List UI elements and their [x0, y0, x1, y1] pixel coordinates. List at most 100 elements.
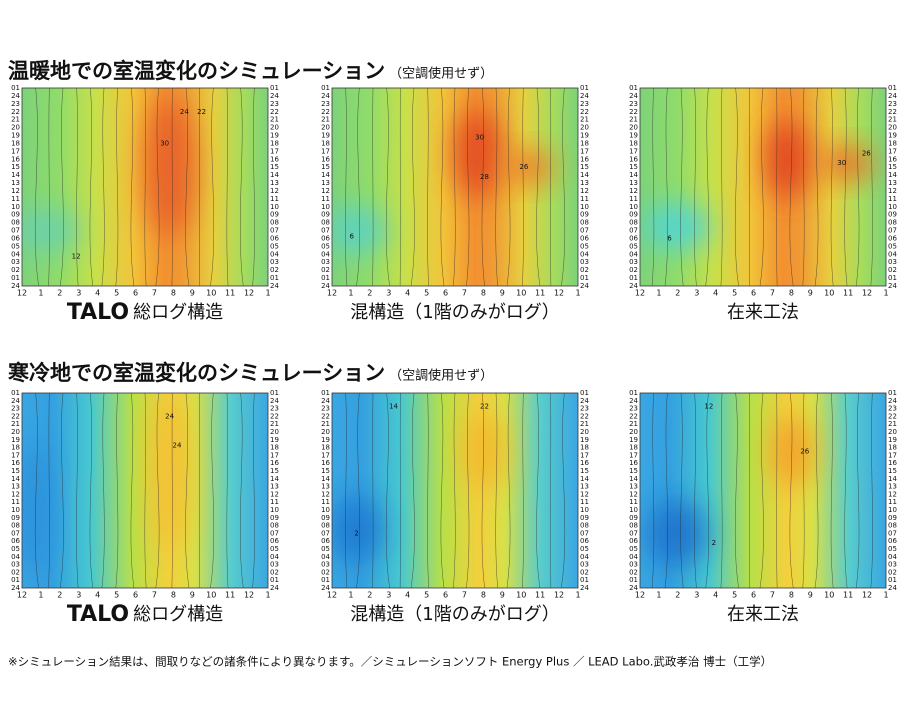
- y-tick-label: 15: [580, 163, 589, 171]
- y-tick-label: 24: [888, 584, 897, 592]
- contour-label: 24: [165, 412, 174, 420]
- y-tick-label: 10: [270, 203, 279, 211]
- y-tick-label: 01: [321, 274, 330, 282]
- y-tick-label: 15: [580, 467, 589, 475]
- y-tick-label: 01: [888, 274, 897, 282]
- y-tick-label: 03: [321, 561, 330, 569]
- contour-label: 26: [862, 149, 871, 157]
- plot-spot: [766, 119, 810, 199]
- panel-name: 在来工法: [727, 604, 799, 625]
- y-tick-label: 13: [321, 483, 330, 491]
- contour-label: 6: [667, 234, 672, 242]
- x-tick-label: 8: [789, 289, 794, 298]
- plot-spot: [503, 149, 555, 185]
- y-tick-label: 10: [629, 203, 638, 211]
- y-tick-label: 20: [270, 428, 279, 436]
- y-tick-label: 21: [580, 116, 589, 124]
- y-tick-label: 16: [11, 459, 20, 467]
- contour-plot: [331, 393, 578, 588]
- y-tick-label: 02: [888, 568, 897, 576]
- y-tick-label: 07: [11, 529, 20, 537]
- contour-label: 24: [173, 442, 182, 450]
- y-tick-label: 15: [11, 163, 20, 171]
- x-tick-label: 1: [575, 591, 580, 600]
- x-tick-label: 1: [575, 289, 580, 298]
- contour-label: 26: [519, 163, 528, 171]
- y-tick-label: 14: [580, 171, 589, 179]
- y-tick-label: 20: [11, 124, 20, 132]
- y-tick-label: 05: [629, 242, 638, 250]
- y-tick-label: 11: [629, 195, 638, 203]
- y-tick-label: 07: [321, 227, 330, 235]
- y-tick-label: 11: [888, 195, 897, 203]
- y-tick-label: 16: [629, 155, 638, 163]
- y-tick-label: 19: [270, 132, 279, 140]
- y-tick-label: 02: [629, 568, 638, 576]
- x-tick-label: 1: [265, 289, 270, 298]
- y-tick-label: 22: [321, 108, 330, 116]
- x-tick-label: 2: [675, 591, 680, 600]
- x-tick-label: 10: [824, 591, 834, 600]
- y-tick-label: 24: [321, 397, 330, 405]
- y-tick-label: 20: [629, 428, 638, 436]
- y-tick-label: 15: [270, 163, 279, 171]
- y-tick-label: 07: [580, 227, 589, 235]
- y-tick-label: 12: [888, 187, 897, 195]
- x-tick-label: 1: [656, 289, 661, 298]
- y-tick-label: 02: [11, 568, 20, 576]
- x-tick-label: 1: [883, 591, 888, 600]
- y-tick-label: 12: [629, 187, 638, 195]
- y-tick-label: 18: [321, 444, 330, 452]
- contour-plot: [640, 88, 886, 286]
- x-tick-label: 6: [443, 591, 448, 600]
- y-tick-label: 23: [629, 405, 638, 413]
- y-tick-label: 20: [321, 428, 330, 436]
- y-tick-label: 19: [321, 436, 330, 444]
- y-tick-label: 03: [580, 561, 589, 569]
- y-tick-label: 01: [11, 389, 20, 397]
- plot-spot: [647, 499, 707, 567]
- y-tick-label: 20: [629, 124, 638, 132]
- y-tick-label: 10: [629, 506, 638, 514]
- y-tick-label: 21: [888, 116, 897, 124]
- x-tick-label: 11: [535, 591, 545, 600]
- y-tick-label: 10: [888, 506, 897, 514]
- contour-label: 30: [160, 139, 169, 147]
- footnote: ※シミュレーション結果は、間取りなどの諸条件により異なります。／シミュレーション…: [8, 655, 772, 669]
- x-tick-label: 5: [424, 591, 429, 600]
- y-tick-label: 06: [580, 234, 589, 242]
- y-tick-label: 02: [321, 568, 330, 576]
- y-tick-label: 08: [270, 522, 279, 530]
- contour-plot: [13, 88, 268, 286]
- contour-plot: [16, 391, 268, 588]
- x-tick-label: 12: [862, 289, 872, 298]
- y-tick-label: 23: [270, 100, 279, 108]
- y-tick-label: 15: [629, 163, 638, 171]
- y-tick-label: 20: [580, 124, 589, 132]
- y-tick-label: 18: [580, 444, 589, 452]
- y-tick-label: 05: [321, 242, 330, 250]
- y-tick-label: 11: [11, 498, 20, 506]
- x-tick-label: 1: [883, 289, 888, 298]
- y-tick-label: 03: [629, 561, 638, 569]
- x-tick-label: 4: [405, 591, 410, 600]
- y-tick-label: 05: [11, 545, 20, 553]
- x-tick-label: 1: [265, 591, 270, 600]
- y-tick-label: 04: [11, 553, 20, 561]
- y-tick-label: 21: [580, 420, 589, 428]
- y-tick-label: 09: [580, 514, 589, 522]
- y-tick-label: 01: [629, 274, 638, 282]
- contour-label: 28: [480, 173, 489, 181]
- y-tick-label: 08: [11, 522, 20, 530]
- y-tick-label: 09: [11, 514, 20, 522]
- y-tick-label: 05: [888, 242, 897, 250]
- x-tick-label: 12: [244, 289, 254, 298]
- y-tick-label: 07: [321, 529, 330, 537]
- y-tick-label: 01: [11, 84, 20, 92]
- y-tick-label: 12: [270, 490, 279, 498]
- y-tick-label: 17: [629, 147, 638, 155]
- x-tick-label: 7: [770, 289, 775, 298]
- x-tick-label: 3: [694, 289, 699, 298]
- x-tick-label: 7: [462, 289, 467, 298]
